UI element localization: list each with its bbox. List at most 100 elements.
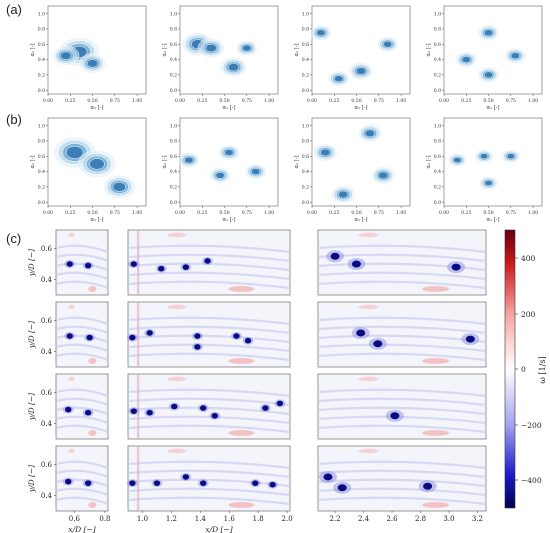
kde-xtick-label: 0.50 [219,210,229,216]
vorticity-panel [127,373,291,440]
vorticity-panel [317,373,487,440]
kde-panel: 0.00 0.25 0.50 0.75 1.00 0.0 0.2 0.4 0.6 0.8 1.0 α₁… [426,117,543,223]
kde-ytick-label: 0.8 [38,27,45,33]
kde-contour [251,168,261,175]
shear-streak [317,280,487,290]
vortex-core [194,344,201,350]
vortex-core [84,409,92,416]
vorticity-panel: 0.4 0.6 y/D [−] 0.6 0.8 x/D [−] [27,445,111,533]
kde-xtick-label: 0.25 [197,210,207,216]
colorbar: 400 200 0 −200 −400 ω [1/s] [504,229,547,509]
kde-xtick-label: 1.00 [132,98,142,104]
kde-xtick-label: 0.75 [374,98,384,104]
shear-streak [127,424,291,434]
shear-streak [55,415,109,425]
kde-contour [320,148,331,157]
kde-ytick-label: 0.0 [302,200,309,206]
kde-ylabel: α₂ [-] [30,43,36,56]
shear-streak [317,460,487,470]
shear-streak [317,469,487,479]
shear-streak [317,352,487,362]
vort-xtick-label: 2.6 [386,515,398,523]
positive-vorticity-patch [358,448,379,454]
kde-xtick-label: 1.00 [528,210,538,216]
panel-label-c: (c) [6,231,21,246]
kde-ytick-label: 1.0 [434,11,441,17]
vort-xtick-label: 2.8 [415,515,426,523]
kde-ytick-label: 0.8 [38,139,45,145]
kde-xtick-label: 0.75 [506,98,516,104]
shear-streak [127,334,291,344]
kde-ytick-label: 0.8 [170,27,177,33]
positive-vorticity-patch [88,502,97,508]
vorticity-panel [127,229,291,296]
positive-vorticity-patch [88,430,97,436]
kde-ylabel: α₂ [-] [426,43,432,56]
shear-streak [55,280,109,290]
kde-xtick-label: 1.00 [396,210,406,216]
shear-streak [317,496,487,506]
kde-xtick-label: 1.00 [396,98,406,104]
vort-xtick-label: 3.2 [472,515,483,523]
shear-streak [127,415,291,425]
positive-vorticity-patch [88,286,97,292]
positive-vorticity-patch [422,502,450,508]
kde-ytick-label: 0.2 [434,184,441,190]
kde-xtick-label: 1.00 [132,210,142,216]
kde-ytick-label: 0.4 [38,57,45,63]
vortex-core [233,333,240,339]
vort-xtick-label: 1.0 [137,515,148,523]
shear-streak [317,244,487,254]
kde-ytick-label: 0.6 [170,154,177,160]
kde-xlabel: α₁ [-] [222,217,235,223]
kde-contour [242,44,252,52]
kde-xtick-label: 0.00 [43,98,53,104]
kde-ytick-label: 0.0 [170,88,177,94]
vort-ytick-label: 0.4 [41,492,53,500]
vortex-core [129,480,136,486]
kde-contour [338,190,349,199]
kde-xtick-label: 0.50 [483,98,493,104]
kde-xlabel: α₁ [-] [354,217,367,223]
kde-ytick-label: 1.0 [38,123,45,129]
vortex-core [66,333,73,339]
vorticity-panel: 2.2 2.4 2.6 2.8 3.0 3.2 [317,445,487,523]
kde-ytick-label: 0.4 [434,57,441,63]
kde-panel: 0.00 0.25 0.50 0.75 1.00 0.0 0.2 0.4 0.6 0.8 1.0 α₁… [294,5,411,111]
shear-streak [127,325,291,335]
kde-contour [227,63,239,72]
kde-contour [484,180,493,187]
vort-xtick-label: 0.6 [69,515,81,523]
kde-ytick-label: 1.0 [170,123,177,129]
kde-contour [378,171,389,180]
kde-ytick-label: 1.0 [302,11,309,17]
kde-frame [311,5,411,95]
vortex-core [262,405,269,411]
vortex-core [465,335,475,343]
vort-xtick-label: 2.4 [358,515,370,523]
colorbar-label: ω [1/s] [538,356,547,383]
kde-xtick-label: 0.50 [87,98,97,104]
kde-ytick-label: 0.2 [38,184,45,190]
shear-streak [55,343,109,353]
vort-ytick-label: 0.6 [41,461,53,469]
shear-streak [55,424,109,434]
kde-xtick-label: 0.00 [175,98,185,104]
kde-xtick-label: 1.00 [528,98,538,104]
vortex-core [423,482,433,490]
kde-ytick-label: 0.8 [302,139,309,145]
positive-vorticity-patch [228,430,255,436]
shear-streak [127,397,291,407]
vortex-core [330,252,340,260]
vortex-core [182,264,190,270]
shear-streak [127,460,291,470]
vortex-core [211,412,218,419]
vorticity-panel [317,229,487,296]
kde-contour [453,157,462,164]
positive-vorticity-patch [68,232,75,238]
kde-ytick-label: 0.4 [302,57,309,63]
vort-ylabel: y/D [−] [27,249,36,277]
positive-vorticity-patch [68,376,75,382]
kde-xtick-label: 0.00 [307,210,317,216]
kde-ytick-label: 0.4 [302,169,309,175]
